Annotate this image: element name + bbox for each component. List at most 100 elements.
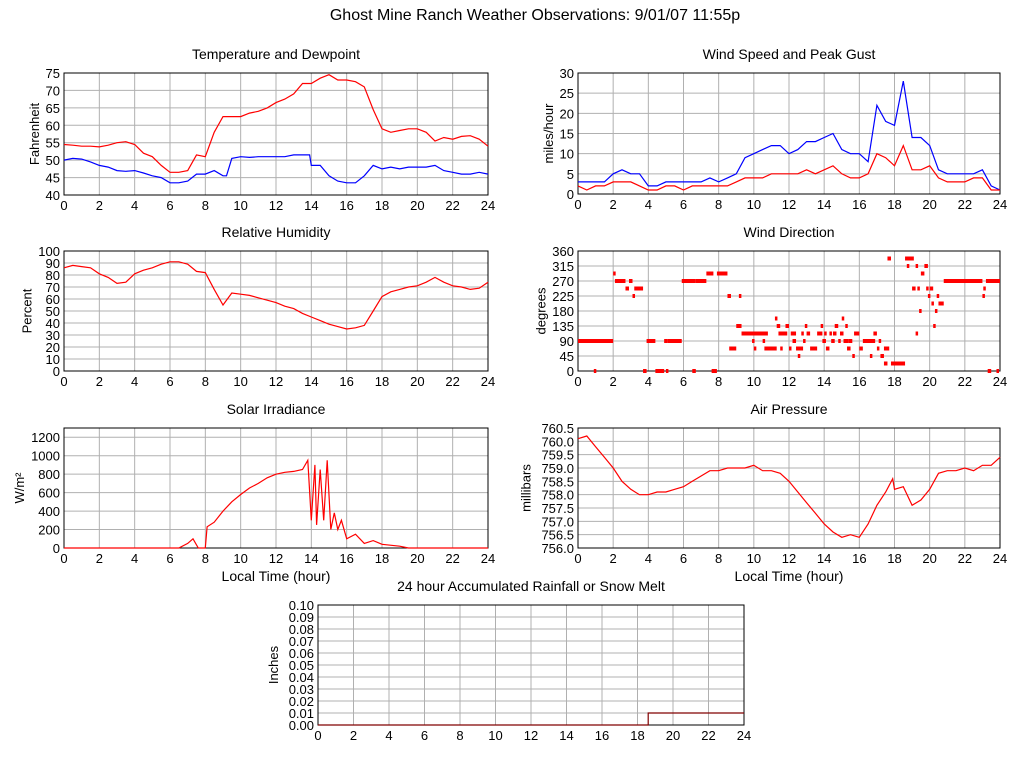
y-tick-label: 800 (38, 467, 60, 482)
wind-direction-point (926, 286, 929, 291)
y-axis-label: Percent (20, 288, 35, 333)
x-tick-label: 20 (410, 551, 424, 566)
x-tick-label: 0 (60, 374, 67, 389)
x-tick-label: 12 (269, 198, 283, 213)
wind-direction-point (764, 346, 777, 351)
wind-direction-point (905, 256, 914, 261)
wind-direction-point (778, 331, 788, 336)
wind-direction-point (796, 346, 804, 351)
y-tick-label: 400 (38, 504, 60, 519)
y-tick-label: 0.05 (289, 658, 314, 673)
wind-direction-point (983, 286, 986, 291)
wind-direction-point (878, 339, 882, 343)
wind-direction-point (801, 331, 804, 336)
y-tick-label: 0.09 (289, 610, 314, 625)
wind-direction-point (806, 331, 811, 336)
winddir-chart: 0 2 4 6 8 10 12 14 16 18 20 22 240459013518022527031… (534, 224, 1008, 389)
wind-direction-point (646, 339, 656, 343)
x-tick-label: 2 (96, 551, 103, 566)
x-tick-label: 24 (481, 551, 495, 566)
y-tick-label: 0.02 (289, 694, 314, 709)
x-tick-label: 10 (233, 374, 247, 389)
rh-chart: 0 2 4 6 8 10 12 14 16 18 20 22 240102030405060708090… (20, 224, 496, 389)
wind-direction-point (655, 369, 665, 373)
x-tick-label: 18 (375, 198, 389, 213)
y-tick-label: 5 (567, 167, 574, 182)
pressure-chart: 0 2 4 6 8 10 12 14 16 18 20 22 24756.0756.5757.0757.… (519, 401, 1008, 584)
x-tick-label: 16 (852, 197, 866, 212)
rain-chart: 0 2 4 6 8 10 12 14 16 18 20 22 240.000.010.020.030.0… (266, 578, 751, 743)
y-axis-label: miles/hour (541, 103, 556, 164)
wind-direction-point (804, 324, 808, 328)
wind-direction-point (880, 354, 884, 358)
x-tick-label: 24 (481, 374, 495, 389)
wind-direction-point (938, 301, 944, 306)
wind-direction-point (982, 294, 985, 298)
solar-chart: 0 2 4 6 8 10 12 14 16 18 20 22 240200400600800100012… (12, 401, 495, 584)
wind-direction-point (936, 294, 940, 298)
wind-direction-point (681, 279, 696, 283)
y-tick-label: 758.0 (541, 488, 574, 503)
x-tick-label: 2 (610, 374, 617, 389)
wind-direction-point (829, 331, 832, 336)
y-tick-label: 270 (552, 274, 574, 289)
x-tick-label: 8 (715, 551, 722, 566)
wind-direction-point (752, 339, 755, 343)
x-tick-label: 12 (524, 728, 538, 743)
wind-direction-point (987, 369, 992, 373)
wind-direction-point (931, 301, 934, 306)
x-tick-label: 14 (304, 374, 318, 389)
x-tick-label: 16 (339, 551, 353, 566)
y-tick-label: 315 (552, 259, 574, 274)
y-tick-label: 60 (46, 292, 60, 307)
wind-direction-point (628, 279, 633, 283)
x-tick-label: 18 (887, 197, 901, 212)
x-tick-label: 2 (610, 197, 617, 212)
y-tick-label: 180 (552, 304, 574, 319)
y-tick-label: 0.06 (289, 646, 314, 661)
plot-frame (63, 250, 489, 372)
wind-direction-point (859, 346, 863, 351)
x-tick-label: 14 (817, 197, 831, 212)
wind-direction-point (929, 286, 934, 291)
x-tick-label: 24 (993, 551, 1007, 566)
x-tick-label: 24 (993, 197, 1007, 212)
y-tick-label: 759.0 (541, 461, 574, 476)
wind-direction-point (729, 346, 737, 351)
y-tick-label: 756.5 (541, 528, 574, 543)
y-tick-label: 360 (552, 244, 574, 259)
wind-direction-point (820, 324, 824, 328)
x-tick-label: 20 (922, 551, 936, 566)
x-tick-label: 0 (574, 374, 581, 389)
wind-direction-point (664, 339, 668, 343)
plot-frame (577, 72, 1001, 195)
y-tick-label: 50 (46, 304, 60, 319)
wind-direction-point (822, 339, 826, 343)
wind-direction-point (906, 264, 910, 268)
wind-direction-point (810, 346, 818, 351)
wind-direction-point (919, 309, 922, 313)
wind-direction-point (943, 279, 983, 283)
x-tick-label: 6 (680, 197, 687, 212)
x-tick-label: 10 (747, 551, 761, 566)
x-tick-label: 22 (445, 551, 459, 566)
chart-title: 24 hour Accumulated Rainfall or Snow Mel… (397, 578, 665, 594)
x-tick-label: 4 (645, 551, 652, 566)
x-tick-label: 18 (887, 551, 901, 566)
x-tick-label: 20 (410, 198, 424, 213)
x-tick-label: 2 (350, 728, 357, 743)
x-tick-label: 0 (60, 198, 67, 213)
wind-direction-point (845, 324, 848, 328)
wind-direction-point (593, 369, 597, 373)
y-tick-label: 0 (567, 187, 574, 202)
y-tick-label: 90 (46, 256, 60, 271)
wind-direction-point (832, 331, 837, 336)
wind-direction-point (834, 324, 839, 328)
wind-direction-point (876, 346, 880, 351)
x-tick-label: 20 (410, 374, 424, 389)
x-axis-label: Local Time (hour) (222, 568, 331, 584)
x-tick-label: 12 (269, 374, 283, 389)
wind-direction-point (753, 346, 757, 351)
wind-direction-point (912, 286, 916, 291)
